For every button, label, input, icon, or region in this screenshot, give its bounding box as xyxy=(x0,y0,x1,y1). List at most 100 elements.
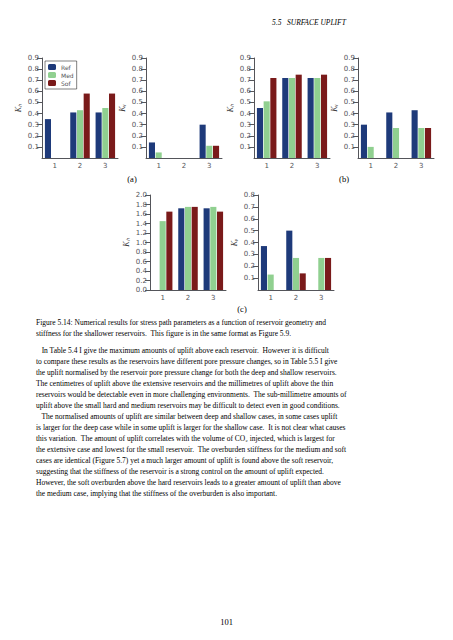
svg-text:0.2: 0.2 xyxy=(344,132,355,140)
svg-text:1: 1 xyxy=(156,162,160,170)
svg-text:3: 3 xyxy=(103,162,107,170)
svg-text:0.7: 0.7 xyxy=(28,76,39,84)
svg-text:3: 3 xyxy=(315,162,319,170)
svg-text:(b): (b) xyxy=(339,174,349,184)
svg-text:1: 1 xyxy=(52,162,56,170)
svg-text:Kᵥ: Kᵥ xyxy=(230,239,239,248)
svg-text:3: 3 xyxy=(419,162,423,170)
svg-text:101: 101 xyxy=(220,617,233,627)
svg-text:Kₕ: Kₕ xyxy=(122,237,131,247)
svg-text:5.5 SURFACE UPLIFT: 5.5 SURFACE UPLIFT xyxy=(272,18,347,27)
svg-text:(a): (a) xyxy=(127,174,137,184)
svg-text:0.5: 0.5 xyxy=(132,98,143,106)
svg-text:2: 2 xyxy=(186,294,190,302)
svg-text:the extensive case and lowest: the extensive case and lowest for the sm… xyxy=(36,445,347,454)
svg-text:Kₕ: Kₕ xyxy=(14,103,23,113)
svg-text:0.3: 0.3 xyxy=(244,250,255,258)
svg-text:0.8: 0.8 xyxy=(28,65,39,73)
svg-text:0.2: 0.2 xyxy=(244,262,255,270)
svg-text:1.8: 1.8 xyxy=(136,201,147,209)
svg-text:0.5: 0.5 xyxy=(344,98,355,106)
svg-text:reservoirs would be detectable: reservoirs would be detectable even in m… xyxy=(36,390,347,399)
svg-text:0.3: 0.3 xyxy=(132,121,143,129)
svg-text:1.0: 1.0 xyxy=(136,239,147,247)
svg-text:0.2: 0.2 xyxy=(136,277,147,285)
svg-text:The normalised amounts of upli: The normalised amounts of uplift are sim… xyxy=(36,412,338,421)
svg-text:3: 3 xyxy=(319,294,323,302)
svg-text:Kᵥ: Kᵥ xyxy=(330,104,339,113)
svg-text:to compare these results as th: to compare these results as the reservoi… xyxy=(36,357,338,366)
svg-text:0.6: 0.6 xyxy=(28,87,40,95)
svg-text:0.8: 0.8 xyxy=(344,65,355,73)
svg-text:0.6: 0.6 xyxy=(240,87,252,95)
svg-text:this variation. The amount of: this variation. The amount of uplift cor… xyxy=(36,434,335,443)
svg-text:0.3: 0.3 xyxy=(240,121,251,129)
svg-text:0.1: 0.1 xyxy=(344,143,355,151)
svg-text:cases are identical (Figure 5.: cases are identical (Figure 5.7) yet a m… xyxy=(36,456,333,465)
svg-text:0.7: 0.7 xyxy=(240,76,251,84)
svg-text:0.4: 0.4 xyxy=(240,110,252,118)
svg-text:Kᵥ: Kᵥ xyxy=(118,104,127,113)
svg-text:0.5: 0.5 xyxy=(28,98,39,106)
svg-text:0.1: 0.1 xyxy=(28,143,39,151)
svg-text:0.4: 0.4 xyxy=(132,110,144,118)
svg-text:2: 2 xyxy=(290,162,294,170)
svg-text:0.9: 0.9 xyxy=(28,54,39,62)
svg-text:1: 1 xyxy=(264,162,268,170)
svg-text:1: 1 xyxy=(160,294,164,302)
svg-text:0.8: 0.8 xyxy=(240,65,251,73)
svg-text:2: 2 xyxy=(294,294,298,302)
svg-text:2: 2 xyxy=(182,162,186,170)
svg-text:In Table 5.4 I give the maximu: In Table 5.4 I give the maximum amounts … xyxy=(36,346,330,355)
svg-text:0.2: 0.2 xyxy=(28,132,39,140)
svg-text:0.7: 0.7 xyxy=(132,76,143,84)
svg-text:(c): (c) xyxy=(237,304,247,314)
svg-text:0.1: 0.1 xyxy=(240,143,251,151)
svg-text:0.6: 0.6 xyxy=(132,87,144,95)
svg-text:0.4: 0.4 xyxy=(136,267,148,275)
svg-text:0.8: 0.8 xyxy=(136,248,147,256)
svg-text:0.9: 0.9 xyxy=(344,54,355,62)
svg-text:2: 2 xyxy=(394,162,398,170)
svg-text:Figure 5.14: Numerical results: Figure 5.14: Numerical results for stres… xyxy=(36,318,326,327)
svg-text:Kₕ: Kₕ xyxy=(226,103,235,113)
svg-text:0.9: 0.9 xyxy=(240,54,251,62)
svg-text:However, the soft overburden a: However, the soft overburden above the h… xyxy=(36,478,341,487)
svg-text:0.3: 0.3 xyxy=(344,121,355,129)
svg-text:0.6: 0.6 xyxy=(244,215,256,223)
svg-text:0.5: 0.5 xyxy=(244,227,255,235)
svg-text:0.6: 0.6 xyxy=(344,87,356,95)
svg-text:1: 1 xyxy=(268,294,272,302)
svg-text:stiffness for the shallower re: stiffness for the shallower reservoirs. … xyxy=(36,329,291,338)
svg-text:0.7: 0.7 xyxy=(344,76,355,84)
svg-text:0.7: 0.7 xyxy=(244,203,255,211)
svg-text:0.8: 0.8 xyxy=(244,191,255,199)
svg-text:0.9: 0.9 xyxy=(132,54,143,62)
svg-text:suggesting that the stiffness: suggesting that the stiffness of the res… xyxy=(36,467,324,476)
svg-text:1.6: 1.6 xyxy=(136,210,148,218)
svg-text:0.2: 0.2 xyxy=(132,132,143,140)
svg-text:0.6: 0.6 xyxy=(136,258,148,266)
svg-text:0.2: 0.2 xyxy=(240,132,251,140)
svg-text:0.4: 0.4 xyxy=(28,110,40,118)
svg-text:Med: Med xyxy=(61,72,74,79)
svg-text:Sof: Sof xyxy=(61,80,71,87)
svg-text:1.4: 1.4 xyxy=(136,220,148,228)
svg-text:0.1: 0.1 xyxy=(132,143,143,151)
svg-text:3: 3 xyxy=(211,294,215,302)
svg-text:2.0: 2.0 xyxy=(136,191,147,199)
svg-text:0.3: 0.3 xyxy=(28,121,39,129)
svg-text:Ref: Ref xyxy=(61,64,72,71)
svg-text:0.8: 0.8 xyxy=(132,65,143,73)
svg-text:The centimetres of uplift abov: The centimetres of uplift above the exte… xyxy=(36,379,333,388)
svg-text:is larger for the deep case wh: is larger for the deep case while in som… xyxy=(36,423,345,432)
svg-text:0.1: 0.1 xyxy=(244,274,255,282)
svg-text:the medium case, implying that: the medium case, implying that the stiff… xyxy=(36,489,277,498)
svg-text:2: 2 xyxy=(78,162,82,170)
svg-text:0.4: 0.4 xyxy=(244,239,256,247)
svg-text:1: 1 xyxy=(368,162,372,170)
svg-text:0.0: 0.0 xyxy=(136,286,147,294)
svg-text:1.2: 1.2 xyxy=(136,229,147,237)
svg-text:0.5: 0.5 xyxy=(240,98,251,106)
svg-text:the uplift normalised by the r: the uplift normalised by the reservoir p… xyxy=(36,368,337,377)
